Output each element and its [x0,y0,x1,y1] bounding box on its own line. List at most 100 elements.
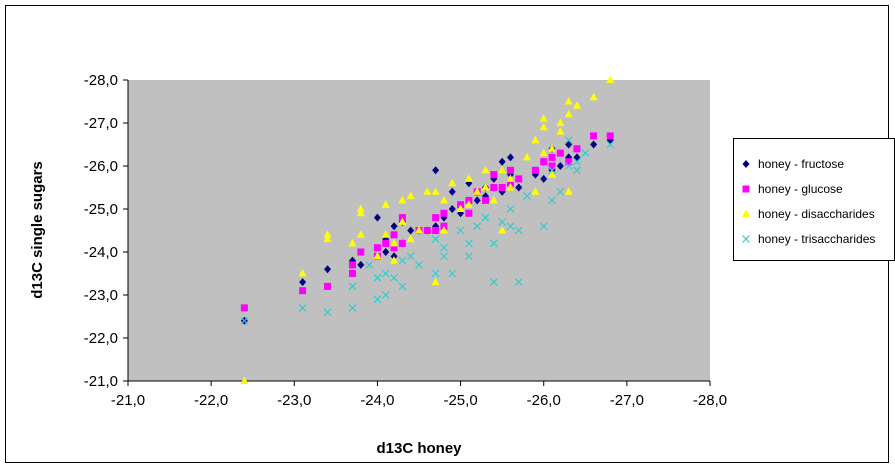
data-point [498,157,506,166]
data-point [548,144,557,152]
data-point [556,149,564,157]
data-point [357,260,365,269]
y-tick-label: -24,0 [84,244,118,261]
data-point [498,184,506,191]
data-point [373,251,382,260]
data-point [548,162,556,170]
data-point [506,205,515,213]
data-point [390,222,398,231]
data-point [431,277,440,286]
data-point [489,239,498,248]
data-point [381,291,390,299]
data-point [473,187,482,195]
data-point [348,238,357,247]
data-point [506,183,515,191]
diamond-marker-icon [742,160,750,168]
x-tick-label: -23,0 [277,392,311,409]
data-point [373,273,382,282]
data-point [298,269,307,277]
data-point [381,200,390,208]
data-point [481,213,490,222]
data-point [356,204,365,212]
data-point [481,165,490,174]
data-point [548,196,556,205]
data-point [448,205,456,213]
data-point [523,192,532,201]
data-point [515,183,523,192]
data-point [539,114,548,122]
data-point [381,269,390,278]
data-point [299,278,307,287]
data-point [564,109,573,118]
data-point [464,200,473,208]
data-point [464,239,473,248]
data-point [464,174,473,182]
data-point [531,187,540,195]
y-axis-title: d13C single sugars [29,161,46,299]
x-tick-label: -21,0 [111,392,145,409]
legend-marker [742,160,750,168]
legend-item: honey - disaccharides [740,205,875,223]
data-point [506,222,515,231]
legend-item: honey - fructose [740,155,844,173]
data-point [456,204,465,212]
data-point [431,269,440,278]
data-point [406,234,415,243]
data-point [564,162,573,170]
data-point [323,308,332,317]
legend-label: honey - disaccharides [758,207,875,221]
square-marker-icon [742,185,750,193]
data-point [448,269,457,278]
data-point [356,230,365,238]
data-point [514,226,523,235]
data-point [373,213,381,222]
data-point [523,152,532,161]
data-point [423,227,431,234]
data-point [390,244,398,252]
y-tick-label: -22,0 [84,330,118,347]
data-point [415,226,423,234]
y-tick-label: -25,0 [84,201,118,218]
series-4 [240,136,615,325]
data-point [440,243,448,252]
data-point [473,196,481,205]
data-point [564,97,573,105]
data-point [240,304,248,312]
data-point [515,175,523,183]
data-point [481,183,490,191]
data-point [539,222,548,231]
data-point [606,132,614,140]
data-point [606,140,615,149]
data-point [556,162,564,170]
data-point [348,270,356,277]
x-tick-label: -24,0 [360,392,394,409]
x-axis: -21,0 -22,0 -23,0 -24,0 -25,0 -26,0 -27,0 -28,0 [111,380,727,409]
data-point [398,256,407,265]
y-tick-label: -28,0 [84,72,118,89]
legend-label: honey - glucose [758,182,843,196]
data-point [464,252,473,261]
data-point [398,195,407,204]
data-point [439,195,448,204]
data-point [356,208,365,217]
x-tick-label: -22,0 [194,392,228,409]
data-point [482,196,490,204]
data-point [324,265,332,274]
data-point [498,226,507,234]
data-point [539,122,548,131]
data-point [298,303,307,312]
data-point [506,153,514,162]
data-point [573,166,581,175]
data-point [564,136,573,145]
data-point [390,273,398,282]
data-point [573,145,581,153]
data-point [548,170,557,178]
x-marker-icon [742,235,750,243]
data-point [357,248,365,256]
data-point [423,187,432,195]
data-point [390,256,399,264]
data-point [348,303,357,312]
data-point [323,234,332,243]
data-point [299,287,307,295]
